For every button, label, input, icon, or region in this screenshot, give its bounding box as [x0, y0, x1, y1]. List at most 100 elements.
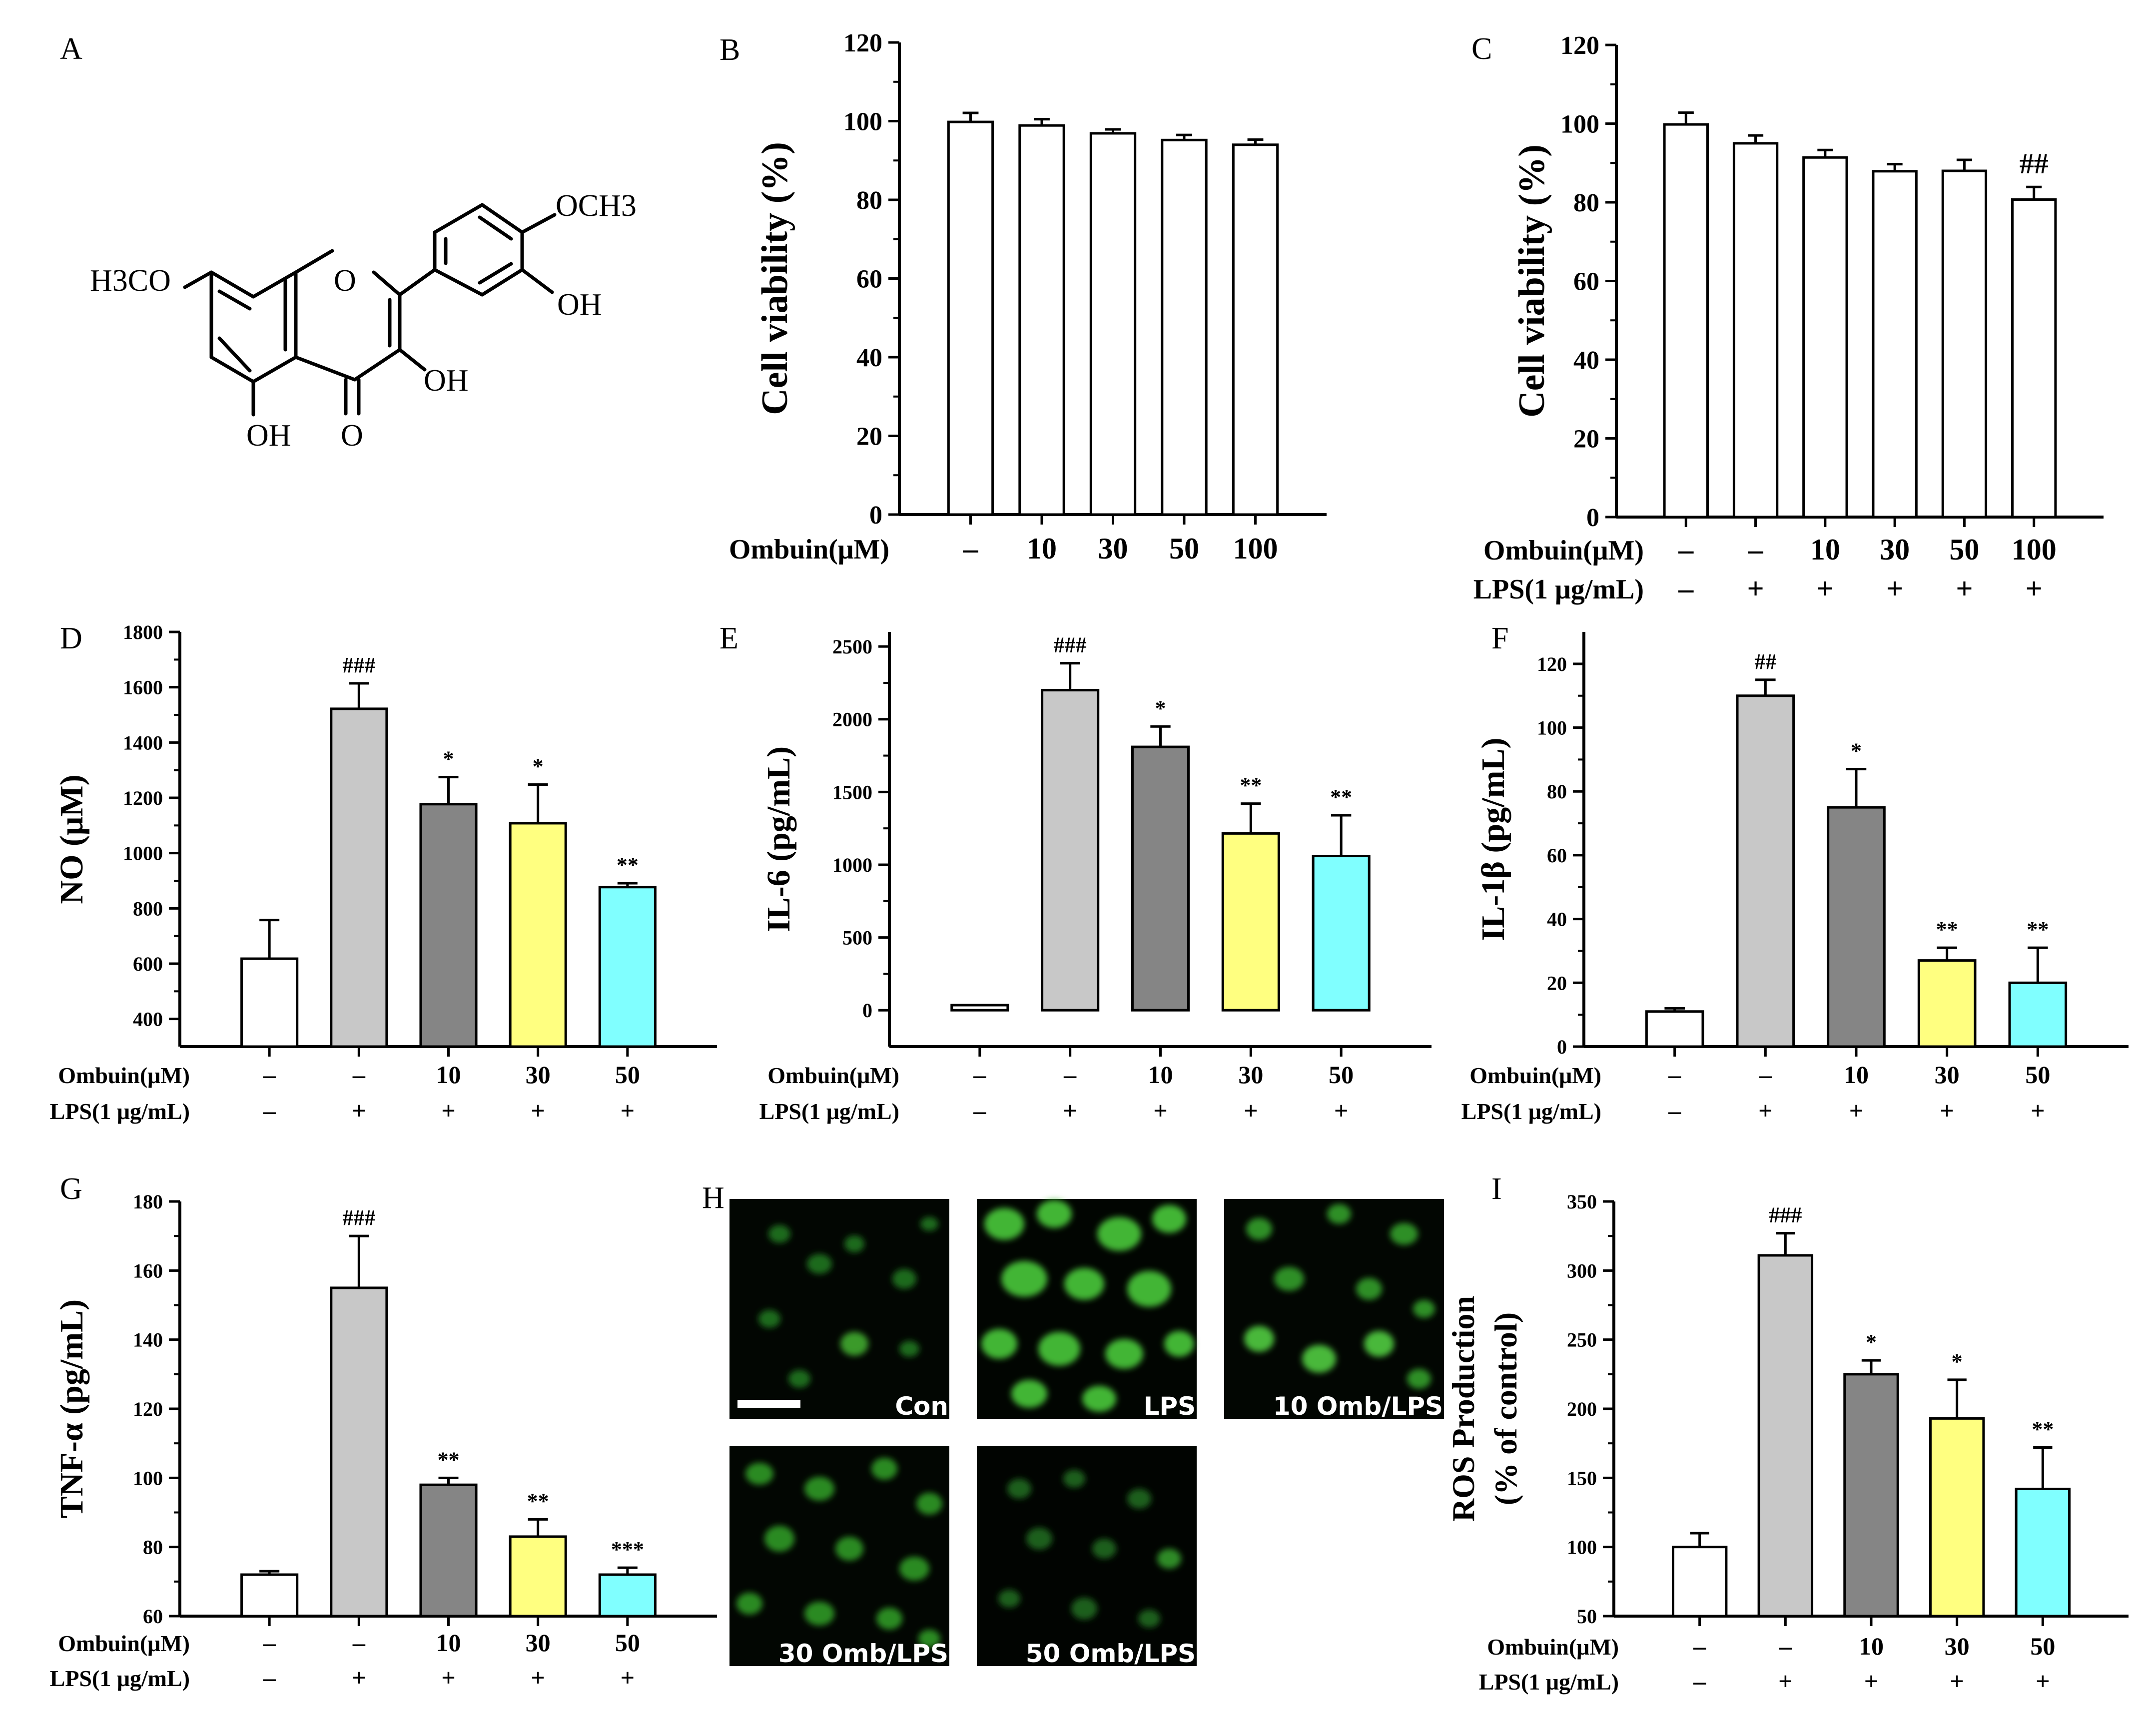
micrograph-label: 50 Omb/LPS — [1026, 1639, 1196, 1668]
condition-value: + — [2036, 1667, 2050, 1695]
y-tick-label: 100 — [1560, 110, 1599, 139]
condition-value: + — [1886, 572, 1903, 605]
bar — [1221, 832, 1280, 1012]
condition-row-label: Ombuin(μM) — [767, 1063, 899, 1088]
condition-value: – — [352, 1061, 366, 1089]
condition-value: – — [263, 1629, 276, 1657]
condition-value: 30 — [1880, 533, 1910, 566]
condition-value: + — [621, 1097, 635, 1125]
y-tick-label: 20 — [856, 423, 882, 451]
y-tick-label: 1000 — [123, 842, 163, 865]
bar — [598, 886, 657, 1048]
bar — [2008, 981, 2068, 1048]
condition-row-label: LPS(1 μg/mL) — [50, 1666, 190, 1691]
condition-value: + — [1817, 572, 1834, 605]
hydroxyl-group: OH — [557, 288, 602, 322]
condition-value: 10 — [1810, 533, 1840, 566]
condition-value: 10 — [436, 1061, 461, 1089]
y-axis-label: Cell viability (%) — [1511, 144, 1552, 418]
bar — [1671, 1546, 1728, 1618]
condition-value: + — [531, 1097, 545, 1125]
condition-value: + — [1244, 1097, 1258, 1125]
condition-value: – — [1668, 1061, 1681, 1089]
y-tick-label: 20 — [1547, 972, 1567, 994]
condition-value: 50 — [1949, 533, 1979, 566]
condition-row-label: LPS(1 μg/mL) — [759, 1099, 899, 1124]
panel-label: B — [719, 33, 740, 67]
condition-value: + — [1950, 1667, 1964, 1695]
y-tick-label: 60 — [1547, 844, 1567, 867]
y-tick-label: 500 — [842, 927, 872, 949]
significance-mark: *** — [611, 1537, 644, 1562]
bar — [950, 1004, 1009, 1012]
condition-value: – — [963, 532, 979, 565]
condition-value: + — [2031, 1097, 2045, 1125]
y-tick-label: 0 — [1586, 504, 1599, 532]
y-axis-label: TNF-α (pg/mL) — [53, 1299, 90, 1518]
condition-row-label: Ombuin(μM) — [1483, 535, 1644, 566]
significance-mark: ** — [1240, 773, 1262, 798]
condition-value: + — [1747, 572, 1764, 605]
significance-mark: * — [1155, 696, 1166, 720]
significance-mark: * — [443, 747, 454, 771]
chart-panel-i: I 50 100 150 200 250 300 350 ROS Production (% of… — [1445, 1172, 2129, 1695]
condition-value: + — [621, 1664, 635, 1692]
bar — [2011, 198, 2057, 519]
significance-mark: ### — [1054, 633, 1087, 657]
condition-value: + — [1153, 1097, 1168, 1125]
condition-value: – — [263, 1061, 276, 1089]
bar — [1161, 138, 1208, 516]
significance-mark: ** — [2032, 1417, 2054, 1441]
bar — [509, 1535, 567, 1618]
condition-value: 30 — [1098, 532, 1128, 565]
condition-value: 50 — [2025, 1061, 2050, 1089]
significance-mark: * — [1952, 1349, 1963, 1374]
y-tick-label: 140 — [133, 1329, 163, 1351]
significance-mark: ** — [2027, 917, 2049, 942]
y-tick-label: 2500 — [832, 635, 872, 658]
bar — [419, 803, 478, 1048]
ring-oxygen: O — [334, 264, 356, 298]
significance-mark: ** — [617, 853, 639, 877]
bar — [1736, 694, 1795, 1048]
condition-value: 30 — [526, 1629, 551, 1657]
bar — [1917, 959, 1977, 1048]
y-tick-label: 80 — [1573, 189, 1599, 217]
condition-value: – — [1693, 1667, 1706, 1695]
condition-value: + — [2026, 572, 2043, 605]
micrograph-10-omb-lps: 10 Omb/LPS — [1224, 1199, 1444, 1421]
condition-value: 50 — [1329, 1061, 1354, 1089]
bar — [1732, 142, 1779, 519]
methoxy-group: OCH3 — [556, 189, 637, 223]
condition-row-label: LPS(1 μg/mL) — [1473, 574, 1644, 605]
y-tick-label: 20 — [1573, 425, 1599, 454]
bar — [1872, 170, 1918, 519]
condition-value: 50 — [1169, 532, 1199, 565]
micrograph-panel: H Con — [702, 1181, 1444, 1668]
panel-label: F — [1491, 621, 1508, 655]
y-tick-label: 100 — [133, 1467, 163, 1489]
condition-value: 10 — [1844, 1061, 1869, 1089]
micrograph-label: Con — [895, 1392, 948, 1421]
bar — [2015, 1487, 2071, 1618]
condition-row-label: Ombuin(μM) — [729, 534, 889, 565]
y-tick-label: 0 — [869, 501, 882, 530]
y-tick-label: 300 — [1567, 1259, 1597, 1282]
micrograph-label: 10 Omb/LPS — [1273, 1392, 1443, 1421]
bar — [1018, 124, 1065, 516]
bar — [509, 822, 567, 1048]
condition-row-label: Ombuin(μM) — [58, 1631, 190, 1656]
hydroxyl-group: OH — [246, 419, 291, 453]
condition-value: 50 — [615, 1061, 640, 1089]
chart-panel-d: D 400 600 800 1000 1200 1400 1600 1800 NO (μM) ###… — [50, 621, 717, 1125]
y-tick-label: 60 — [143, 1605, 163, 1628]
condition-value: + — [1778, 1667, 1793, 1695]
micrograph-con: Con — [729, 1199, 949, 1421]
y-tick-label: 40 — [856, 344, 882, 372]
y-tick-label: 0 — [862, 999, 872, 1022]
condition-value: – — [263, 1097, 276, 1125]
condition-value: + — [352, 1664, 366, 1692]
condition-value: + — [1063, 1097, 1077, 1125]
